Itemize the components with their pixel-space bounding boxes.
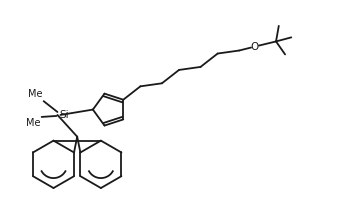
- Text: Me: Me: [26, 118, 41, 128]
- Text: Me: Me: [28, 89, 43, 99]
- Text: Si: Si: [59, 110, 69, 120]
- Text: O: O: [251, 41, 259, 52]
